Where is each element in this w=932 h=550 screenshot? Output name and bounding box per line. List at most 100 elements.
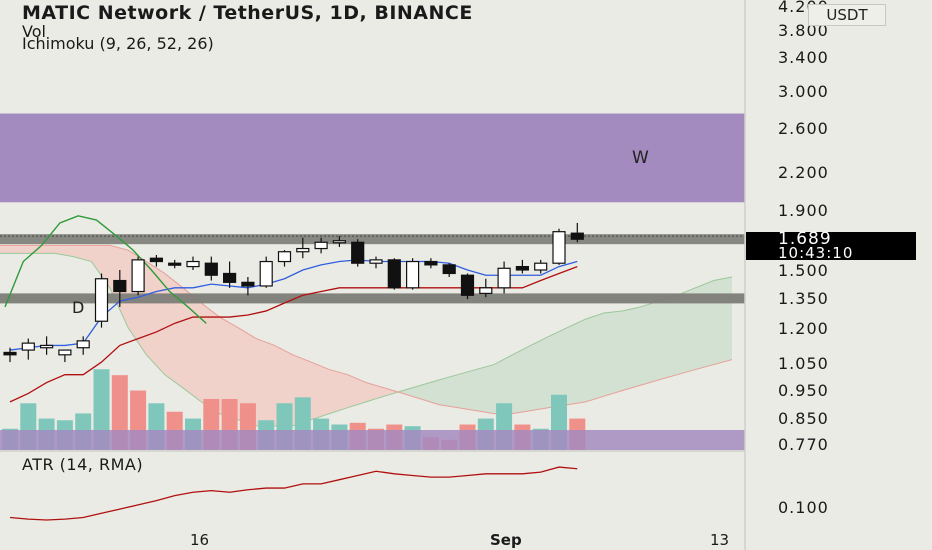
candle-body (149, 257, 163, 263)
candle[interactable] (113, 270, 127, 307)
candle[interactable] (168, 259, 182, 269)
kumo-segment (494, 354, 513, 414)
candle[interactable] (351, 239, 365, 267)
candle[interactable] (39, 336, 54, 355)
last-price-value: 1.689 (778, 229, 832, 249)
candle-body (58, 349, 72, 356)
candle-body (497, 267, 511, 289)
candle[interactable] (515, 259, 530, 274)
candle[interactable] (296, 237, 310, 259)
candle[interactable] (406, 258, 420, 290)
price-axis-label: 0.850 (778, 409, 829, 428)
candle-body (277, 251, 292, 263)
senkou-span-a-line (0, 252, 733, 427)
chikou-span-line (4, 215, 207, 324)
price-axis-label: 3.400 (778, 48, 829, 67)
kumo-segment (256, 338, 275, 426)
time-axis-label: 16 (190, 531, 209, 549)
price-axis-label: 1.200 (778, 319, 829, 338)
support-label-d: D (72, 298, 85, 317)
current-price-band (0, 234, 745, 245)
kumo-segment (439, 374, 458, 408)
candle[interactable] (223, 261, 237, 288)
candle[interactable] (460, 273, 475, 300)
resistance-zone-w[interactable] (0, 113, 745, 203)
candle[interactable] (497, 261, 511, 294)
kumo-segment (219, 317, 238, 420)
candle[interactable] (149, 254, 163, 267)
kumo-segment (713, 276, 732, 365)
candle-body (570, 232, 584, 240)
candle-body (186, 260, 200, 268)
time-axis-label: Sep (490, 531, 522, 549)
kumo-segment (603, 310, 623, 397)
kumo-segment (329, 369, 348, 414)
chart-title: MATIC Network / TetherUS, 1D, BINANCE (22, 2, 473, 24)
price-axis-label: 3.000 (778, 82, 829, 101)
candle-body (406, 260, 420, 289)
kumo-segment (384, 387, 403, 397)
candle-body (534, 262, 548, 271)
price-axis-label: 1.050 (778, 354, 829, 373)
candle[interactable] (3, 347, 17, 363)
volume-overlay-strip (0, 430, 745, 450)
volume-indicator-label[interactable]: Vol (22, 22, 46, 41)
candle[interactable] (277, 250, 292, 267)
kumo-segment (549, 327, 568, 408)
candle[interactable] (259, 256, 273, 288)
price-axis-label: 2.200 (778, 163, 829, 182)
kumo-segment (146, 261, 165, 375)
price-axis-label: 1.900 (778, 201, 829, 220)
atr-indicator-label[interactable]: ATR (14, RMA) (22, 455, 144, 474)
candle-body (351, 241, 365, 264)
candle-body (94, 278, 109, 322)
kumo-segment (237, 327, 257, 426)
candle[interactable] (479, 278, 493, 298)
candle[interactable] (21, 338, 35, 360)
candle[interactable] (241, 276, 255, 296)
candle[interactable] (534, 259, 548, 274)
candle-body (515, 265, 530, 271)
kumo-segment (640, 301, 659, 386)
kumo-segment (164, 273, 183, 388)
candle[interactable] (369, 256, 383, 269)
candle-body (39, 344, 54, 349)
candle-body (223, 272, 237, 283)
kumo-segment (347, 374, 366, 408)
candle[interactable] (424, 258, 438, 269)
candle[interactable] (387, 258, 401, 290)
candle[interactable] (314, 237, 328, 254)
candle[interactable] (186, 256, 200, 270)
currency-label[interactable]: USDT (808, 4, 886, 26)
zone-label-w: W (632, 148, 649, 168)
candle-body (479, 287, 493, 295)
candle[interactable] (94, 273, 109, 328)
price-axis-label: 0.770 (778, 435, 829, 454)
candle-body (131, 259, 145, 293)
kumo-segment (402, 385, 421, 400)
candle-body (387, 259, 401, 289)
candle[interactable] (570, 222, 584, 243)
candle[interactable] (58, 349, 72, 363)
support-zone-d[interactable] (0, 293, 745, 304)
candle[interactable] (552, 228, 566, 265)
kumo-segment (18, 245, 37, 254)
candle-body (168, 262, 182, 266)
candle[interactable] (131, 256, 145, 296)
candle-body (76, 340, 90, 349)
candle[interactable] (442, 263, 456, 277)
candle[interactable] (204, 256, 218, 281)
candle-body (442, 264, 456, 275)
last-price-tag (746, 232, 916, 260)
price-axis-label: 0.950 (778, 381, 829, 400)
candle-body (332, 240, 346, 244)
ichimoku-indicator-label[interactable]: Ichimoku (9, 26, 52, 26) (22, 34, 214, 53)
candle[interactable] (76, 336, 90, 355)
candle-body (204, 262, 218, 276)
candle[interactable] (332, 236, 346, 247)
time-axis-label: 13 (710, 531, 729, 549)
atr-axis-label: 0.100 (778, 498, 829, 517)
candle-body (21, 342, 35, 351)
